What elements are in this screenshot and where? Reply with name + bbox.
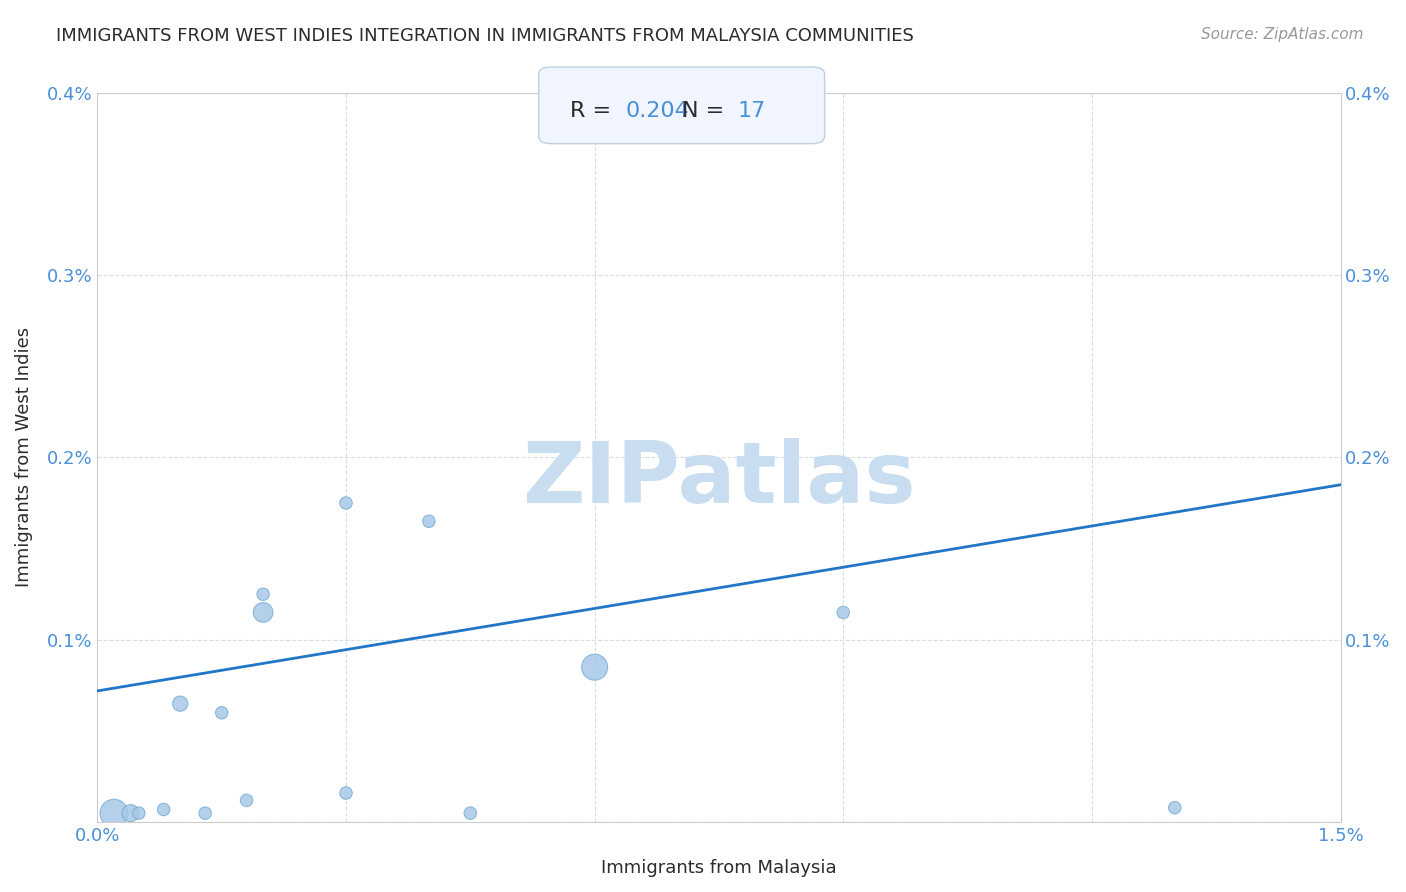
Point: [194, 806, 217, 821]
Point: [583, 660, 606, 674]
Point: [335, 496, 357, 510]
Point: [252, 587, 274, 601]
Point: [169, 697, 191, 711]
X-axis label: Immigrants from Malaysia: Immigrants from Malaysia: [602, 859, 837, 877]
Point: [460, 806, 482, 821]
Point: [1164, 800, 1187, 814]
Point: [418, 514, 440, 528]
Point: [152, 802, 174, 816]
Point: [235, 793, 257, 807]
Text: IMMIGRANTS FROM WEST INDIES INTEGRATION IN IMMIGRANTS FROM MALAYSIA COMMUNITIES: IMMIGRANTS FROM WEST INDIES INTEGRATION …: [56, 27, 914, 45]
Text: R =: R =: [569, 101, 619, 120]
Point: [252, 606, 274, 620]
Text: 0.204: 0.204: [626, 101, 689, 120]
Y-axis label: Immigrants from West Indies: Immigrants from West Indies: [15, 327, 32, 588]
Point: [103, 806, 125, 821]
Point: [211, 706, 233, 720]
Text: ZIPatlas: ZIPatlas: [522, 438, 915, 521]
Text: 17: 17: [738, 101, 766, 120]
Text: N =: N =: [682, 101, 731, 120]
Point: [120, 806, 142, 821]
Text: Source: ZipAtlas.com: Source: ZipAtlas.com: [1201, 27, 1364, 42]
Point: [335, 786, 357, 800]
Point: [128, 806, 150, 821]
Point: [832, 606, 855, 620]
FancyBboxPatch shape: [538, 67, 824, 144]
